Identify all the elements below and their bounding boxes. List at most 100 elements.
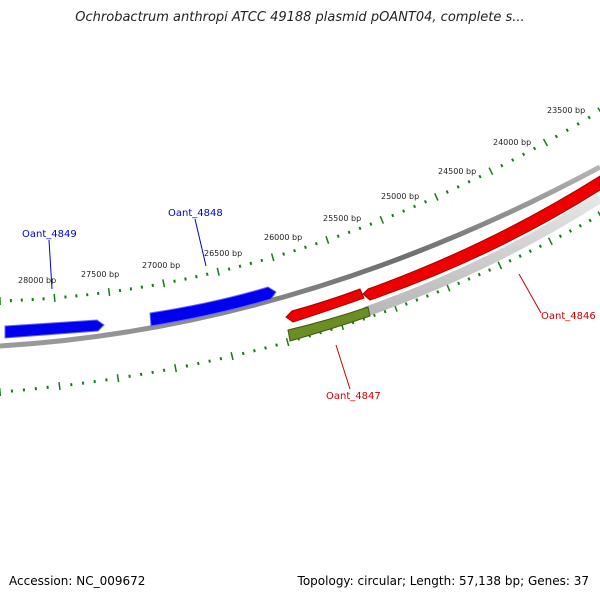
minor-tick bbox=[184, 277, 187, 281]
minor-tick bbox=[538, 244, 542, 249]
ruler-label-25500: 25500 bp bbox=[323, 214, 361, 223]
minor-tick bbox=[578, 223, 582, 228]
gene-arrow[interactable] bbox=[4, 319, 105, 339]
ruler-label-24000: 24000 bp bbox=[493, 138, 531, 147]
minor-tick bbox=[488, 268, 492, 272]
major-tick bbox=[107, 288, 111, 297]
gene-oant-4846-part[interactable] bbox=[285, 288, 365, 323]
minor-tick bbox=[139, 372, 143, 376]
ruler-label-25000: 25000 bp bbox=[381, 192, 419, 201]
gene-label-oant-4849[interactable]: Oant_4849 bbox=[22, 229, 77, 290]
gene-label-oant-4846[interactable]: Oant_4846 bbox=[518, 273, 596, 322]
minor-tick bbox=[151, 370, 154, 374]
gene-arrow[interactable] bbox=[287, 306, 371, 342]
gene-label[interactable]: Oant_4848 bbox=[168, 208, 223, 219]
major-tick bbox=[597, 107, 600, 113]
topology-summary: Topology: circular; Length: 57,138 bp; G… bbox=[297, 574, 589, 588]
minor-tick bbox=[227, 267, 231, 271]
major-tick bbox=[53, 293, 56, 302]
map-title: Ochrobactrum anthropi ATCC 49188 plasmid… bbox=[75, 10, 525, 25]
major-tick bbox=[542, 138, 549, 147]
major-tick bbox=[58, 382, 61, 391]
minor-tick bbox=[383, 309, 387, 314]
minor-tick bbox=[253, 349, 256, 353]
minor-tick bbox=[568, 229, 572, 233]
minor-tick bbox=[275, 343, 278, 347]
gene-oant-4848[interactable] bbox=[149, 286, 277, 327]
major-tick bbox=[285, 337, 290, 347]
minor-tick bbox=[456, 185, 460, 189]
ruler-labels: 23500 bp 24000 bp 24500 bp 25000 bp 2550… bbox=[18, 106, 585, 285]
minor-tick bbox=[587, 115, 591, 120]
minor-tick bbox=[293, 248, 296, 253]
minor-tick bbox=[478, 174, 482, 179]
minor-tick bbox=[369, 222, 373, 226]
major-tick bbox=[174, 364, 178, 373]
major-tick bbox=[597, 211, 600, 217]
minor-tick bbox=[151, 283, 154, 287]
accession-text: Accession: NC_009672 bbox=[9, 574, 146, 588]
ruler-label-23500: 23500 bp bbox=[547, 106, 585, 115]
minor-tick bbox=[522, 152, 526, 157]
minor-tick bbox=[208, 359, 211, 363]
minor-tick bbox=[554, 134, 558, 139]
minor-tick bbox=[413, 204, 417, 209]
major-tick bbox=[488, 167, 494, 176]
minor-tick bbox=[358, 226, 362, 231]
minor-tick bbox=[415, 298, 419, 302]
minor-tick bbox=[238, 264, 242, 268]
minor-tick bbox=[402, 209, 406, 213]
minor-tick bbox=[219, 356, 223, 361]
major-tick bbox=[230, 352, 234, 361]
minor-tick bbox=[528, 249, 532, 253]
minor-tick bbox=[140, 285, 144, 289]
minor-tick bbox=[565, 128, 569, 132]
leader-line bbox=[335, 344, 351, 390]
minor-tick bbox=[241, 351, 245, 356]
major-tick bbox=[116, 374, 120, 383]
gene-label-oant-4848[interactable]: Oant_4848 bbox=[168, 208, 223, 267]
minor-tick bbox=[304, 245, 307, 249]
minor-tick bbox=[588, 218, 592, 223]
minor-tick bbox=[467, 179, 471, 184]
major-tick bbox=[446, 283, 451, 292]
major-tick bbox=[325, 235, 330, 245]
gene-oant-4847[interactable] bbox=[287, 306, 371, 342]
minor-tick bbox=[197, 361, 200, 366]
gene-arrow[interactable] bbox=[149, 286, 277, 327]
minor-tick bbox=[425, 294, 429, 298]
gene-label-oant-4847[interactable]: Oant_4847 bbox=[326, 344, 381, 402]
gene-oant-4849[interactable] bbox=[4, 319, 105, 339]
minor-tick bbox=[391, 213, 395, 218]
minor-tick bbox=[195, 274, 198, 279]
minor-tick bbox=[404, 302, 408, 306]
gene-label[interactable]: Oant_4847 bbox=[326, 391, 381, 402]
minor-tick bbox=[282, 252, 286, 256]
plasmid-backbone bbox=[0, 164, 600, 349]
major-tick bbox=[216, 267, 220, 276]
ruler-label-26000: 26000 bp bbox=[264, 233, 302, 242]
reverse-strand-band bbox=[363, 193, 600, 317]
gene-label[interactable]: Oant_4849 bbox=[22, 229, 77, 240]
major-tick bbox=[379, 215, 384, 224]
major-tick bbox=[162, 279, 166, 288]
minor-tick bbox=[500, 163, 504, 168]
ruler-label-27000: 27000 bp bbox=[142, 261, 180, 270]
gene-arrow[interactable] bbox=[285, 288, 365, 323]
major-tick bbox=[547, 237, 553, 246]
minor-tick bbox=[467, 277, 471, 281]
minor-tick bbox=[372, 313, 376, 318]
minor-tick bbox=[260, 258, 264, 263]
minor-tick bbox=[423, 199, 428, 204]
ruler-label-26500: 26500 bp bbox=[204, 249, 242, 258]
ruler-ticks-outer bbox=[0, 107, 600, 306]
minor-tick bbox=[436, 290, 440, 294]
minor-tick bbox=[518, 254, 522, 258]
minor-tick bbox=[477, 272, 481, 277]
minor-tick bbox=[336, 234, 340, 238]
gene-label[interactable]: Oant_4846 bbox=[541, 311, 596, 322]
minor-tick bbox=[576, 122, 580, 126]
minor-tick bbox=[162, 368, 166, 372]
ruler-ticks-inner bbox=[0, 211, 600, 397]
